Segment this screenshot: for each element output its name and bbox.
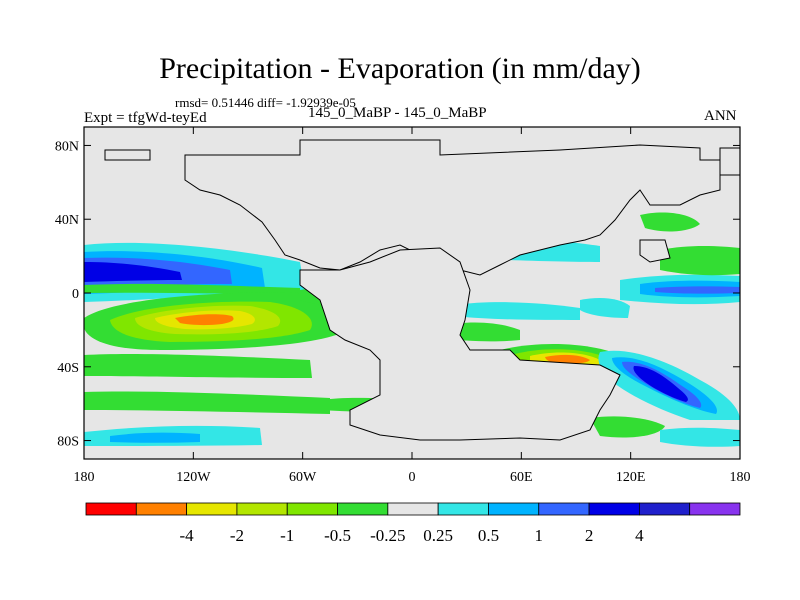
colorbar-label: -2 — [230, 526, 244, 545]
colorbar: -4 -2 -1 -0.5 -0.25 0.25 0.5 1 2 4 — [85, 502, 741, 545]
colorbar-swatch — [337, 502, 389, 516]
colorbar-label: 0.25 — [423, 526, 453, 545]
colorbar-label: 1 — [535, 526, 544, 545]
colorbar-label: -1 — [280, 526, 294, 545]
difference-label: 145_0_MaBP - 145_0_MaBP — [308, 105, 487, 121]
x-tick-label: 120E — [616, 470, 646, 485]
y-tick-label: 0 — [72, 287, 79, 302]
colorbar-swatch — [286, 502, 338, 516]
colorbar-label: -4 — [180, 526, 195, 545]
x-tick-label: 180 — [74, 470, 95, 485]
x-tick-label: 60W — [289, 470, 317, 485]
stats-line: rmsd= 0.51446 diff= -1.92939e-05 — [175, 95, 356, 110]
colorbar-swatch — [387, 502, 439, 516]
season-label: ANN — [704, 108, 737, 124]
x-tick-label: 180 — [730, 470, 751, 485]
y-tick-label: 40N — [55, 213, 79, 228]
colorbar-label: 0.5 — [478, 526, 499, 545]
colorbar-swatch — [538, 502, 590, 516]
x-tick-label: 120W — [176, 470, 211, 485]
longitude-axis: 180 120W 60W 0 60E 120E 180 — [74, 127, 751, 485]
colorbar-swatch — [488, 502, 540, 516]
colorbar-label: -0.25 — [370, 526, 405, 545]
colorbar-label: 2 — [585, 526, 594, 545]
experiment-label: Expt = tfgWd-teyEd — [84, 110, 207, 126]
latitude-axis: 80N 40N 0 40S 80S — [55, 139, 740, 450]
colorbar-swatch — [186, 502, 238, 516]
x-tick-label: 0 — [409, 470, 416, 485]
colorbar-swatch — [638, 502, 691, 516]
colorbar-swatch — [135, 502, 188, 516]
plot-title: Precipitation - Evaporation (in mm/day) — [159, 52, 641, 85]
colorbar-swatch — [689, 502, 741, 516]
coastlines — [104, 139, 740, 441]
colorbar-swatch — [236, 502, 288, 516]
colorbar-label: -0.5 — [324, 526, 351, 545]
colorbar-label: 4 — [635, 526, 644, 545]
x-tick-label: 60E — [510, 470, 533, 485]
y-tick-label: 40S — [57, 361, 79, 376]
colorbar-swatch — [588, 502, 640, 516]
colorbar-swatch — [85, 502, 137, 516]
y-tick-label: 80S — [57, 435, 79, 450]
colorbar-swatch — [437, 502, 489, 516]
y-tick-label: 80N — [55, 139, 79, 154]
